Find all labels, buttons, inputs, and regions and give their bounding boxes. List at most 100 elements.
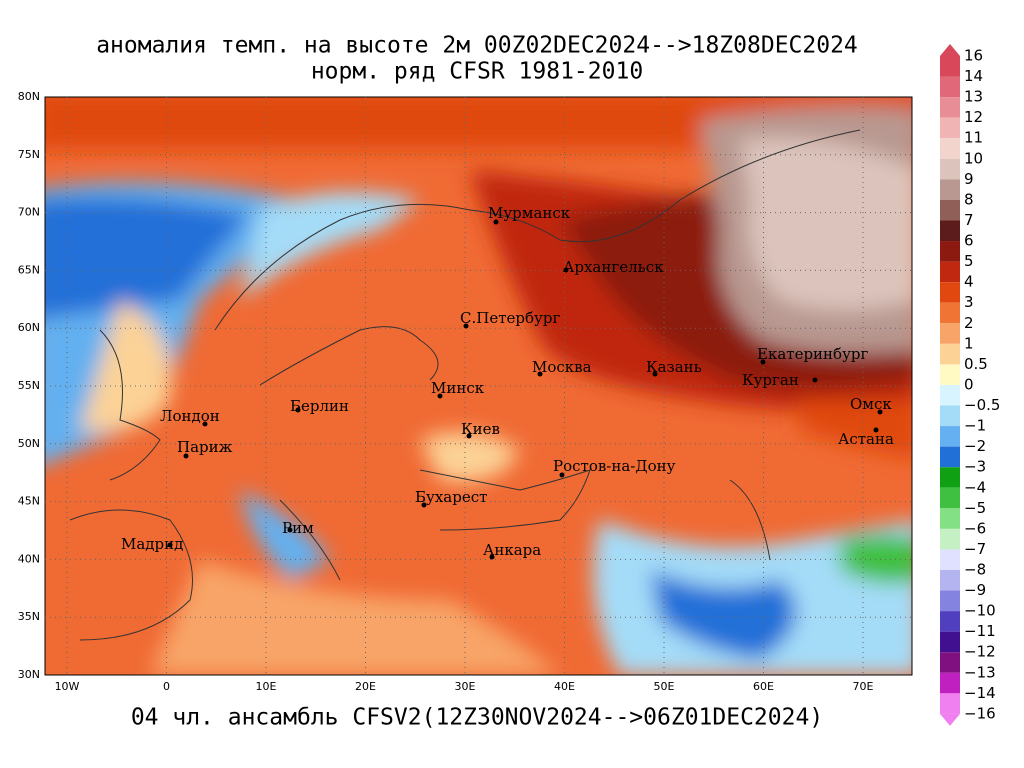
city-label: Рим xyxy=(282,519,314,537)
colorbar-label: 3 xyxy=(964,293,974,311)
colorbar-cell xyxy=(940,302,960,324)
colorbar-cell xyxy=(940,426,960,447)
city-marker xyxy=(812,377,818,383)
lon-label: 70E xyxy=(853,680,874,693)
city-label: Астана xyxy=(838,430,894,448)
lon-label: 50E xyxy=(654,680,675,693)
colorbar-label: 8 xyxy=(964,190,974,208)
city-marker xyxy=(563,267,569,273)
colorbar-label: −3 xyxy=(964,458,986,476)
colorbar-label: −10 xyxy=(964,602,996,620)
city-marker xyxy=(559,472,565,478)
colorbar-label: −13 xyxy=(964,663,996,681)
colorbar-cell xyxy=(940,220,960,242)
city-label: Архангельск xyxy=(563,258,664,276)
colorbar-cell xyxy=(940,508,960,529)
colorbar-label: −5 xyxy=(964,499,986,517)
city-label: Бухарест xyxy=(415,488,487,506)
city-label: Минск xyxy=(431,379,485,397)
colorbar-cap xyxy=(940,713,960,726)
city-marker xyxy=(760,359,766,365)
colorbar-cell xyxy=(940,179,960,200)
footer: 04 чл. ансамбль CFSV2(12Z30NOV2024-->06Z… xyxy=(131,705,823,731)
colorbar-cell xyxy=(940,56,960,77)
lat-label: 70N xyxy=(18,206,40,219)
city-marker xyxy=(489,554,495,560)
colorbar-label: −9 xyxy=(964,581,986,599)
city-marker xyxy=(295,407,301,413)
colorbar-cell xyxy=(940,241,960,262)
colorbar-cell xyxy=(940,282,960,303)
colorbar-label: −2 xyxy=(964,437,986,455)
colorbar-cell xyxy=(940,117,960,139)
colorbar-cell xyxy=(940,97,960,118)
city-marker xyxy=(167,542,173,548)
colorbar-cell xyxy=(940,528,960,550)
city-label: Париж xyxy=(177,438,233,456)
colorbar-label: 0.5 xyxy=(964,355,988,373)
city-label: Лондон xyxy=(160,407,220,425)
city-marker xyxy=(287,527,293,533)
colorbar-cell xyxy=(940,405,960,427)
city-label: Киев xyxy=(461,420,500,438)
lon-label: 40E xyxy=(554,680,575,693)
colorbar-label: 11 xyxy=(964,129,983,147)
colorbar-cell xyxy=(940,199,960,221)
lat-label: 65N xyxy=(18,263,40,276)
city-label: Москва xyxy=(532,358,592,376)
colorbar-label: 0 xyxy=(964,375,974,393)
colorbar-label: 7 xyxy=(964,211,974,229)
colorbar-label: 16 xyxy=(964,47,983,65)
colorbar-cell xyxy=(940,76,960,98)
lat-label: 80N xyxy=(18,90,40,103)
city-label: Мадрид xyxy=(121,535,183,553)
lat-label: 50N xyxy=(18,437,40,450)
colorbar-cell xyxy=(940,611,960,632)
city-label: Анкара xyxy=(483,541,541,559)
colorbar-label: −6 xyxy=(964,519,986,537)
colorbar-label: 9 xyxy=(964,170,974,188)
colorbar-label: −7 xyxy=(964,540,986,558)
colorbar-label: 13 xyxy=(964,88,983,106)
lat-label: 45N xyxy=(18,495,40,508)
colorbar-label: 12 xyxy=(964,108,983,126)
city-marker xyxy=(873,427,879,433)
colorbar-label: 14 xyxy=(964,67,983,85)
lon-label: 30E xyxy=(455,680,476,693)
colorbar-cell xyxy=(940,672,960,694)
colorbar-cell xyxy=(940,467,960,488)
colorbar-cell xyxy=(940,446,960,468)
title: аномалия темп. на высоте 2м 00Z02DEC2024… xyxy=(96,33,858,59)
colorbar-cell xyxy=(940,158,960,180)
city-label: Казань xyxy=(646,358,702,376)
city-marker xyxy=(466,433,472,439)
lon-label: 60E xyxy=(753,680,774,693)
colorbar-label: −16 xyxy=(964,704,996,722)
colorbar-cap xyxy=(940,44,960,56)
colorbar-cell xyxy=(940,364,960,385)
city-marker xyxy=(493,219,499,225)
colorbar-cell xyxy=(940,384,960,406)
colorbar-label: 6 xyxy=(964,232,974,250)
lat-label: 75N xyxy=(18,148,40,161)
city-marker xyxy=(877,409,883,415)
colorbar-label: −12 xyxy=(964,643,996,661)
lat-label: 30N xyxy=(18,668,40,681)
lon-label: 10E xyxy=(256,680,277,693)
colorbar-label: 1 xyxy=(964,334,974,352)
colorbar-cell xyxy=(940,138,960,159)
city-label: Курган xyxy=(742,371,799,389)
lat-label: 55N xyxy=(18,379,40,392)
city-marker xyxy=(652,371,658,377)
colorbar-cell xyxy=(940,590,960,612)
colorbar-label: −4 xyxy=(964,478,986,496)
colorbar-label: −11 xyxy=(964,622,996,640)
colorbar-cell xyxy=(940,652,960,673)
colorbar-label: −0.5 xyxy=(964,396,1000,414)
city-marker xyxy=(183,453,189,459)
lon-label: 0 xyxy=(163,680,170,693)
city-marker xyxy=(421,502,427,508)
lon-label: 10W xyxy=(55,680,80,693)
colorbar-cell xyxy=(940,693,960,714)
lat-label: 60N xyxy=(18,321,40,334)
